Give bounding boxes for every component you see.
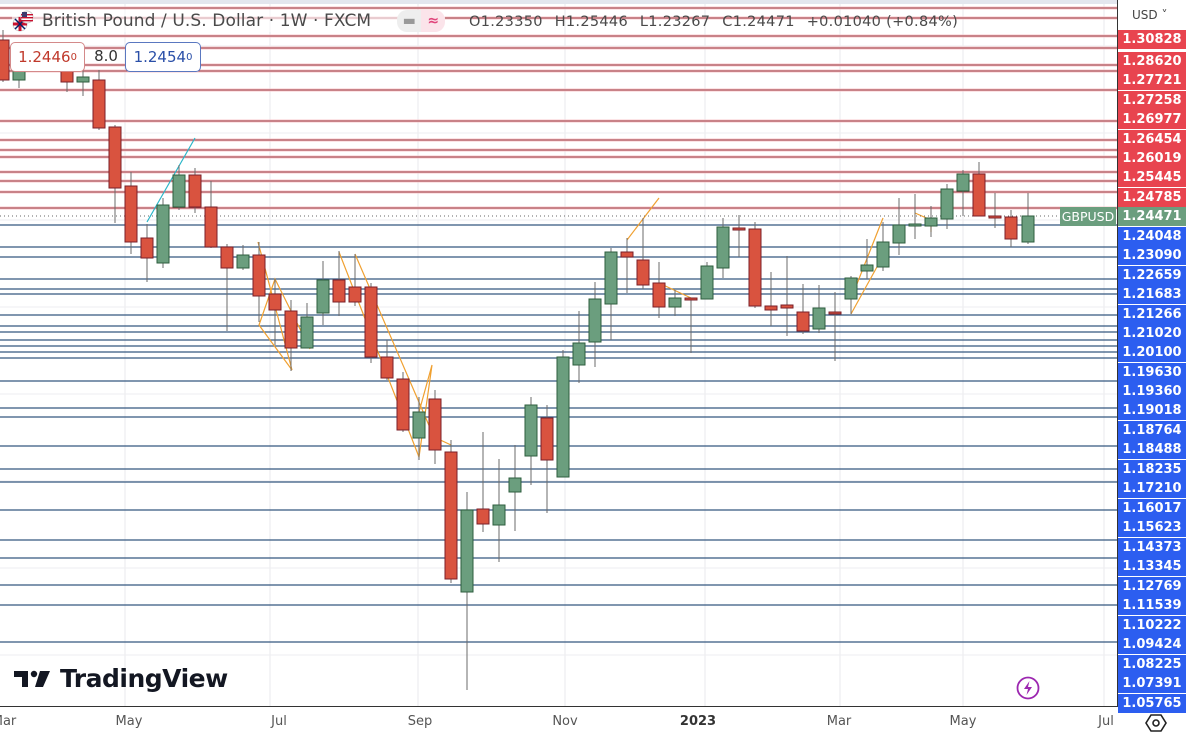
- sell-price: 1.2446: [18, 48, 71, 66]
- buy-button[interactable]: 1.2454 0: [125, 42, 201, 72]
- time-tick-label: Jul: [1098, 714, 1114, 729]
- candles: [0, 30, 1035, 690]
- price-level-label: 1.26019: [1118, 149, 1186, 168]
- price-level-label: 1.16017: [1118, 499, 1186, 518]
- buy-price-pip: 0: [186, 51, 193, 63]
- time-tick-label: Nov: [552, 714, 578, 729]
- price-level-label: 1.24048: [1118, 227, 1186, 246]
- settings-icon[interactable]: [1145, 712, 1167, 734]
- time-axis[interactable]: [0, 706, 1117, 742]
- price-level-label: 1.11539: [1118, 596, 1186, 615]
- level-lines: [0, 6, 1117, 643]
- price-level-label: 1.26454: [1118, 130, 1186, 149]
- price-level-label: 1.17210: [1118, 479, 1186, 498]
- change-value: +0.01040 (+0.84%): [806, 14, 959, 30]
- close-value: C1.24471: [722, 14, 795, 30]
- symbol-tag: GBPUSD: [1060, 207, 1116, 226]
- time-tick-label: Mar: [0, 714, 17, 729]
- price-level-label: 1.15623: [1118, 518, 1186, 537]
- time-tick-label: Mar: [826, 714, 852, 729]
- price-level-label: 1.27258: [1118, 91, 1186, 110]
- tradingview-watermark: TradingView: [14, 664, 228, 693]
- price-level-label: 1.19018: [1118, 401, 1186, 420]
- price-level-label: 1.30828: [1118, 30, 1186, 49]
- price-level-label: 1.24785: [1118, 188, 1186, 207]
- ohlc-legend: O1.23350 H1.25446 L1.23267 C1.24471 +0.0…: [469, 14, 965, 30]
- chevron-down-icon: ˅: [1161, 8, 1168, 22]
- price-level-label: 1.26977: [1118, 110, 1186, 129]
- sell-price-pip: 0: [70, 51, 77, 63]
- price-level-label: 1.14373: [1118, 538, 1186, 557]
- price-level-label: 1.20100: [1118, 343, 1186, 362]
- currency-label: USD: [1132, 8, 1158, 22]
- price-level-label: 1.28620: [1118, 52, 1186, 71]
- price-level-label: 1.09424: [1118, 635, 1186, 654]
- minus-icon[interactable]: ▬: [397, 10, 422, 32]
- price-level-label: 1.19360: [1118, 382, 1186, 401]
- currency-selector[interactable]: USD ˅: [1132, 8, 1167, 22]
- symbol-title[interactable]: British Pound / U.S. Dollar · 1W · FXCM: [42, 11, 372, 31]
- price-level-label: 1.21266: [1118, 305, 1186, 324]
- high-value: H1.25446: [554, 14, 628, 30]
- uk-us-flag-icon: [12, 10, 34, 32]
- price-level-label: 1.22659: [1118, 266, 1186, 285]
- lightning-icon[interactable]: [1016, 676, 1040, 700]
- time-tick-label: May: [115, 714, 143, 729]
- time-tick-label: May: [949, 714, 977, 729]
- chart-header: British Pound / U.S. Dollar · 1W · FXCM …: [12, 10, 446, 32]
- price-level-label: 1.07391: [1118, 674, 1186, 693]
- watermark-text: TradingView: [60, 664, 228, 693]
- price-level-label: 1.10222: [1118, 616, 1186, 635]
- time-tick-label: Jul: [271, 714, 287, 729]
- price-level-label: 1.08225: [1118, 655, 1186, 674]
- price-level-label: 1.24471: [1118, 207, 1186, 226]
- tradingview-logo-icon: [14, 670, 50, 687]
- price-level-label: 1.12769: [1118, 577, 1186, 596]
- low-value: L1.23267: [639, 14, 711, 30]
- time-tick-label: 2023: [679, 714, 717, 729]
- buy-price: 1.2454: [133, 48, 187, 66]
- open-value: O1.23350: [469, 14, 543, 30]
- price-level-label: 1.23090: [1118, 246, 1186, 265]
- price-level-label: 1.27721: [1118, 71, 1186, 90]
- price-level-label: 1.18235: [1118, 460, 1186, 479]
- price-level-label: 1.21020: [1118, 324, 1186, 343]
- time-tick-label: Sep: [407, 714, 433, 729]
- price-level-label: 1.18488: [1118, 440, 1186, 459]
- approx-icon[interactable]: ≈: [421, 10, 446, 32]
- price-level-label: 1.05765: [1118, 694, 1186, 713]
- price-level-label: 1.25445: [1118, 168, 1186, 187]
- grid-lines: [0, 0, 1186, 706]
- sell-button[interactable]: 1.2446 0: [10, 42, 85, 72]
- price-level-label: 1.13345: [1118, 557, 1186, 576]
- price-level-label: 1.18764: [1118, 421, 1186, 440]
- indicator-toggle[interactable]: ▬ ≈: [397, 10, 446, 32]
- price-level-label: 1.21683: [1118, 285, 1186, 304]
- spread-value: 8.0: [94, 47, 118, 65]
- price-level-label: 1.19630: [1118, 363, 1186, 382]
